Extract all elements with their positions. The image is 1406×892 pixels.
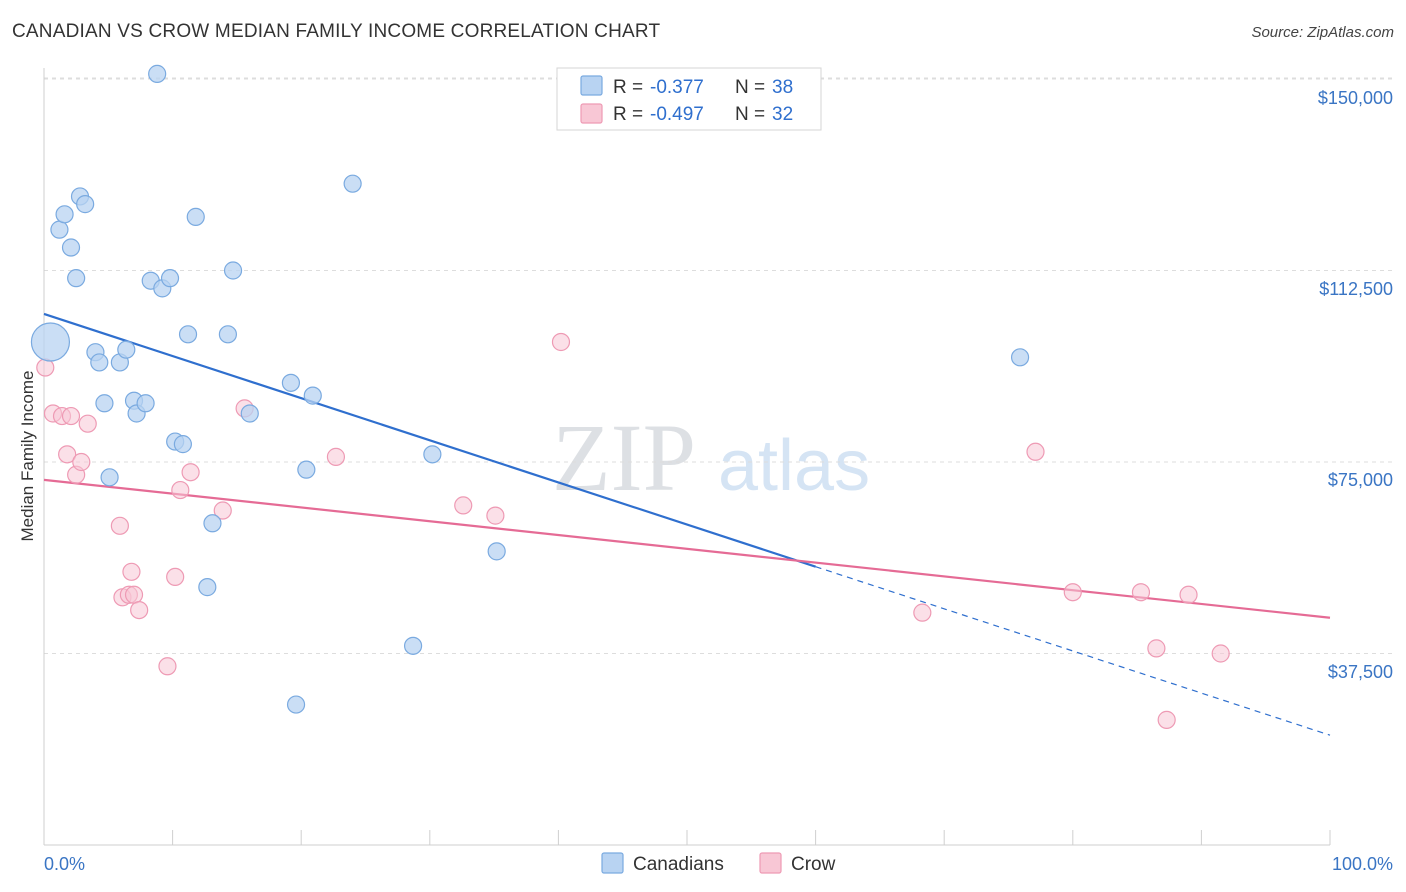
crow-point xyxy=(913,603,932,622)
legend-label-crow: Crow xyxy=(791,854,836,875)
y-tick-labels: $150,000 $112,500 $75,000 $37,500 xyxy=(1318,88,1393,682)
y-axis-label: Median Family Income xyxy=(18,370,37,541)
x-ticks xyxy=(43,830,1331,845)
crow-point xyxy=(326,447,346,466)
legend-swatch-crow xyxy=(759,852,782,874)
trend-line-crow xyxy=(43,478,1331,619)
crow-series xyxy=(36,332,1230,729)
canadians-point xyxy=(95,394,114,413)
crow-point xyxy=(171,480,190,500)
canadians-point xyxy=(55,205,74,224)
crow-point xyxy=(61,406,81,426)
crow-point xyxy=(72,452,91,472)
canadians-point xyxy=(297,460,316,479)
gridlines xyxy=(44,77,1392,654)
canadians-point xyxy=(67,269,86,288)
x-tick-label-start: 0.0% xyxy=(44,854,85,874)
canadians-point xyxy=(343,174,362,193)
canadians-point xyxy=(203,514,222,533)
canadians-point xyxy=(178,325,198,344)
canadians-point xyxy=(148,64,167,83)
y-tick-label-112500: $112,500 xyxy=(1319,279,1393,299)
stats-legend: R = -0.377 N = 38 R = -0.497 N = 32 xyxy=(556,67,822,131)
crow-point xyxy=(181,463,200,482)
crow-point xyxy=(1147,639,1166,658)
crow-point xyxy=(1157,710,1176,729)
crow-point xyxy=(124,585,144,604)
crow-point xyxy=(130,600,149,620)
stats-legend-r-crow: -0.497 xyxy=(650,104,704,125)
canadians-point xyxy=(218,325,237,344)
y-tick-label-150000: $150,000 xyxy=(1318,88,1393,108)
trend-lines xyxy=(43,312,1331,736)
crow-point xyxy=(1026,442,1045,461)
canadians-point xyxy=(423,445,442,464)
canadians-point xyxy=(403,636,423,655)
crow-point xyxy=(1179,585,1198,604)
canadians-point xyxy=(223,261,243,280)
crow-point xyxy=(1063,583,1082,602)
legend-swatch-canadians xyxy=(601,852,624,874)
canadians-point xyxy=(286,695,306,714)
watermark-atlas: atlas xyxy=(718,426,870,506)
canadians-point xyxy=(198,578,217,597)
stats-legend-n-crow: 32 xyxy=(772,104,793,125)
canadians-point xyxy=(30,322,71,362)
bottom-legend: Canadians Crow xyxy=(601,852,836,875)
canadians-point xyxy=(61,238,81,257)
chart-title: CANADIAN VS CROW MEDIAN FAMILY INCOME CO… xyxy=(12,21,661,42)
y-tick-label-75000: $75,000 xyxy=(1328,470,1393,490)
crow-point xyxy=(158,657,177,676)
canadians-point xyxy=(76,195,95,214)
canadians-point xyxy=(90,353,109,372)
trend-line-canadians xyxy=(43,312,816,568)
canadians-point xyxy=(100,468,119,487)
canadians-point xyxy=(1010,348,1030,367)
crow-point xyxy=(551,332,571,352)
legend-label-canadians: Canadians xyxy=(633,854,724,875)
stats-legend-swatch-canadians xyxy=(580,75,603,96)
crow-point xyxy=(58,445,77,464)
crow-point xyxy=(1211,644,1230,663)
stats-legend-r-label-canadians: R = xyxy=(613,77,643,98)
crow-point xyxy=(122,562,141,581)
x-tick-label-end: 100.0% xyxy=(1332,854,1393,874)
canadians-point xyxy=(173,435,192,454)
canadians-point xyxy=(117,340,136,359)
canadians-point xyxy=(50,220,69,239)
canadians-point xyxy=(303,386,322,405)
canadians-point xyxy=(136,394,155,413)
canadians-point xyxy=(487,542,506,561)
stats-legend-n-label-canadians: N = xyxy=(735,77,765,98)
stats-legend-swatch-crow xyxy=(580,103,603,124)
stats-legend-r-label-crow: R = xyxy=(613,104,643,125)
canadians-point xyxy=(160,269,180,288)
trend-line-canadians-projection xyxy=(815,566,1331,736)
crow-point xyxy=(1131,583,1151,602)
crow-point xyxy=(166,567,185,587)
stats-legend-n-canadians: 38 xyxy=(772,77,793,98)
watermark: ZIP atlas xyxy=(552,404,870,511)
watermark-zip: ZIP xyxy=(552,404,696,511)
crow-point xyxy=(78,414,97,433)
y-tick-label-37500: $37,500 xyxy=(1328,662,1393,682)
stats-legend-r-canadians: -0.377 xyxy=(650,77,704,98)
source-label: Source: ZipAtlas.com xyxy=(1251,24,1394,41)
canadians-point xyxy=(240,404,259,423)
canadians-series xyxy=(30,64,1030,714)
crow-point xyxy=(110,516,129,535)
crow-point xyxy=(454,496,473,515)
crow-point xyxy=(213,501,232,520)
stats-legend-n-label-crow: N = xyxy=(735,104,765,125)
canadians-point xyxy=(186,207,205,226)
crow-point xyxy=(486,506,505,525)
canadians-point xyxy=(281,373,301,392)
